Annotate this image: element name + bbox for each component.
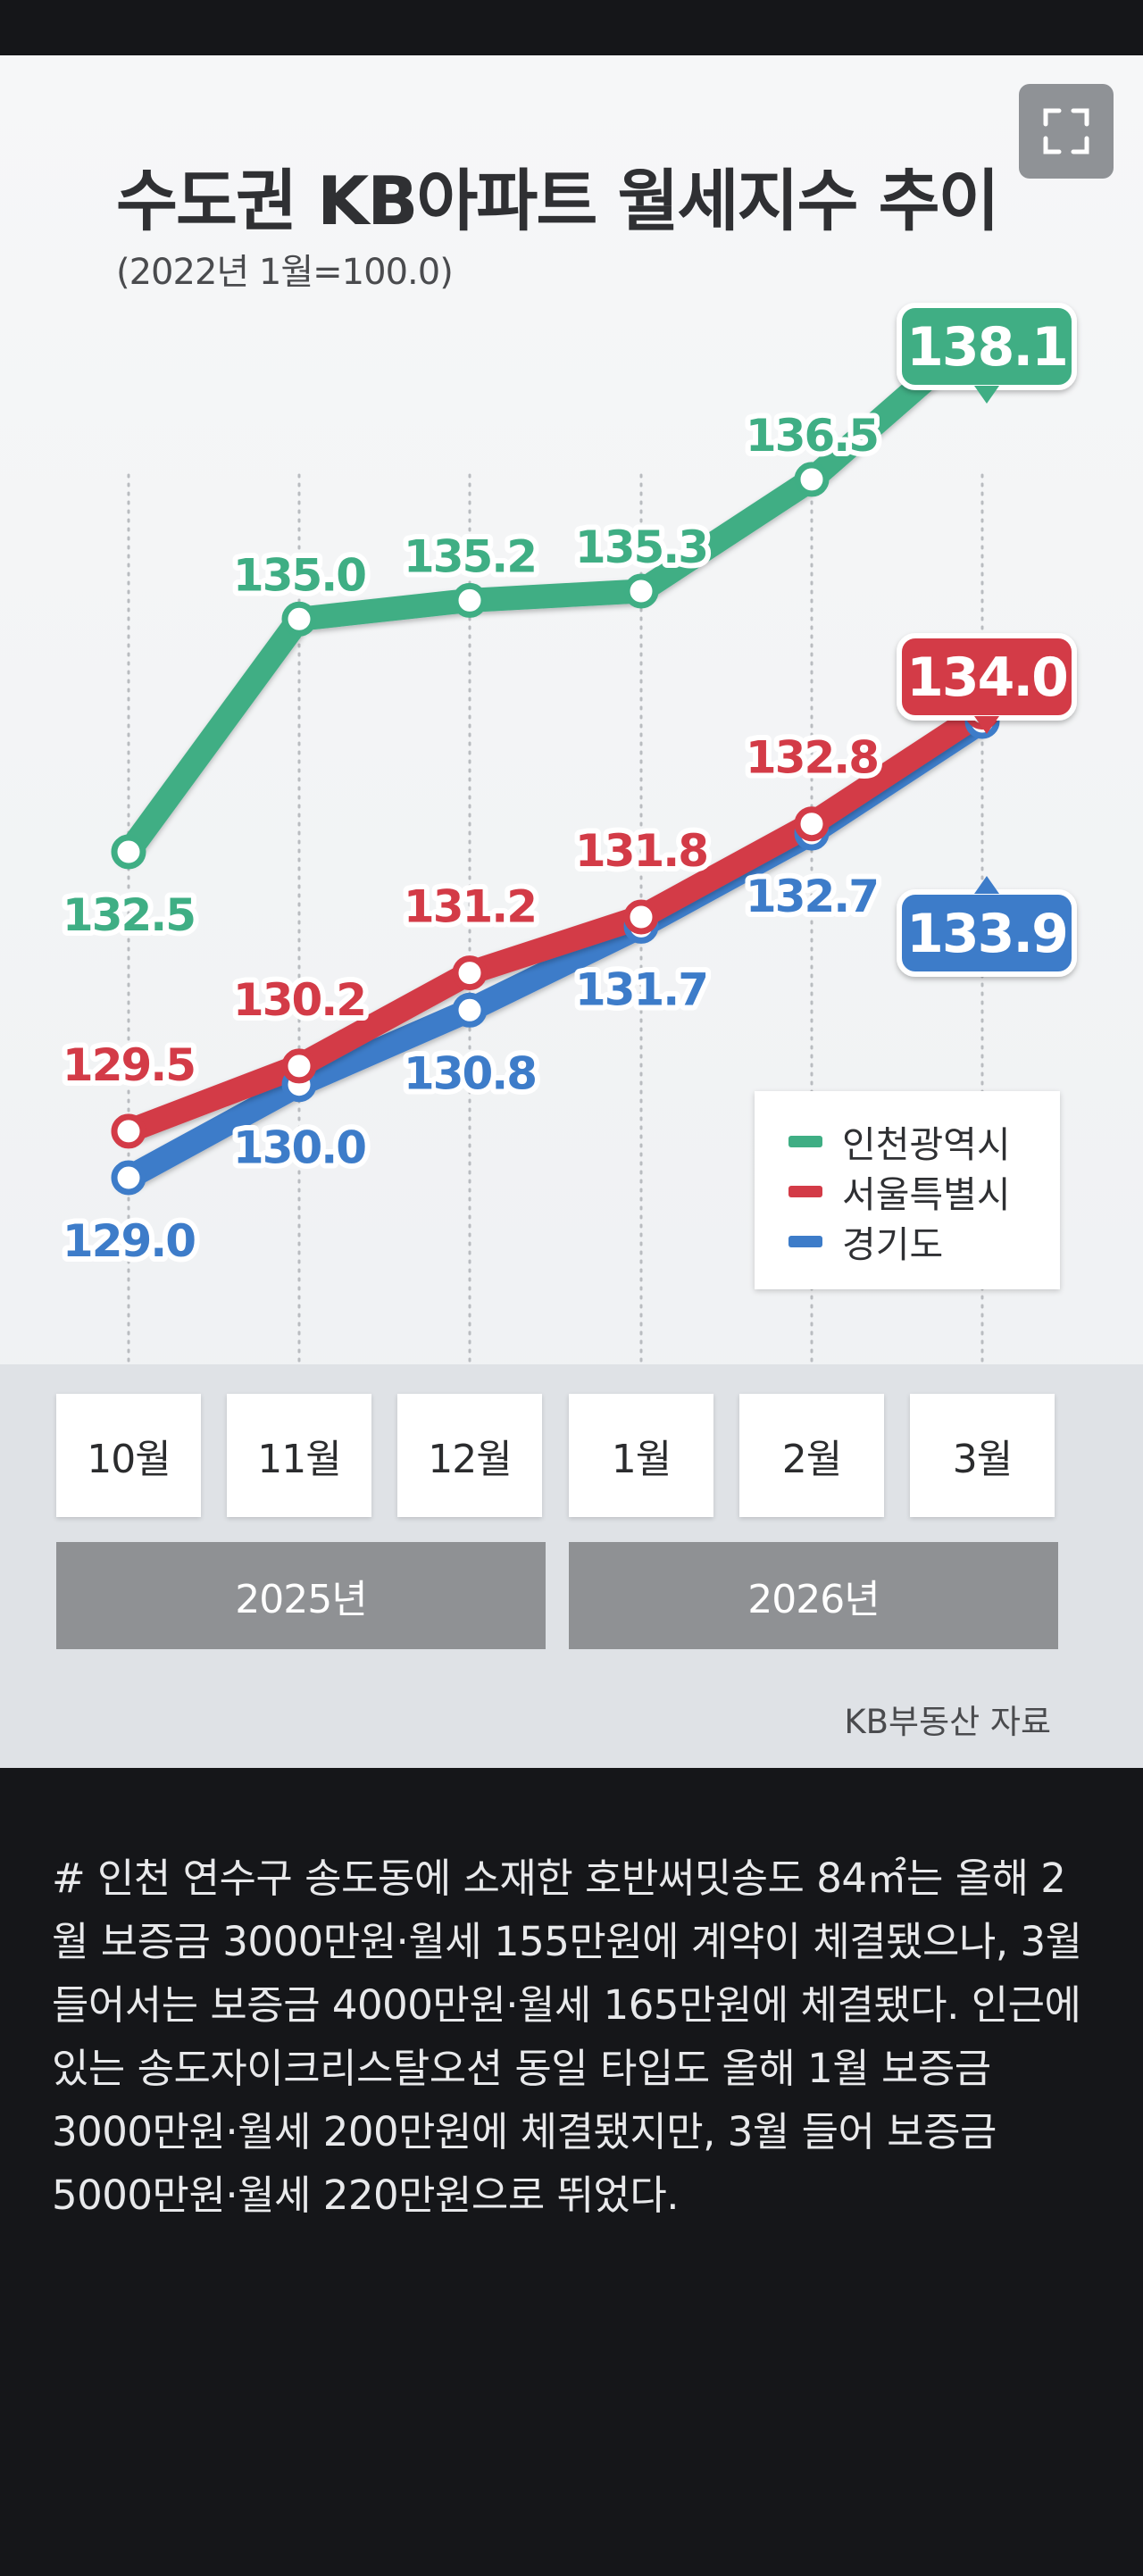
- legend-item-incheon: 인천광역시: [788, 1114, 1011, 1168]
- data-label: 129.0: [63, 1215, 195, 1267]
- x-tick-label: 3월: [910, 1394, 1055, 1517]
- data-label: 130.2: [233, 974, 365, 1026]
- data-point: [111, 834, 146, 870]
- data-point: [452, 992, 488, 1028]
- callout-value: 134.0: [906, 646, 1067, 709]
- x-tick-label: 10월: [56, 1394, 201, 1517]
- end-value-callout: 134.0: [897, 633, 1077, 734]
- callout-pointer: [974, 386, 999, 404]
- data-label: 136.5: [746, 410, 878, 462]
- source-note: KB부동산 자료: [844, 1703, 1051, 1741]
- x-tick-label: 11월: [227, 1394, 371, 1517]
- data-label: 132.5: [63, 889, 195, 941]
- data-point: [452, 582, 488, 618]
- article-paragraph: # 인천 연수구 송도동에 소재한 호반써밋송도 84㎡는 올해 2월 보증금 …: [52, 1855, 1082, 2219]
- data-point: [452, 955, 488, 991]
- expand-icon: [1043, 108, 1089, 154]
- data-point: [623, 573, 659, 609]
- data-point: [623, 899, 659, 935]
- legend-label-gyeonggi: 경기도: [842, 1223, 944, 1266]
- data-point: [281, 601, 317, 637]
- data-label: 129.5: [63, 1039, 195, 1091]
- data-label: 135.2: [404, 530, 536, 582]
- data-point: [111, 1160, 146, 1196]
- end-value-callout: 138.1: [897, 303, 1077, 404]
- legend-swatch-incheon: [788, 1135, 822, 1147]
- data-label: 135.0: [233, 549, 365, 601]
- x-tick-label: 12월: [397, 1394, 542, 1517]
- legend-item-gyeonggi: 경기도: [788, 1214, 943, 1268]
- x-tick-label: 2월: [739, 1394, 884, 1517]
- data-label: 130.0: [233, 1122, 365, 1174]
- data-label: 135.3: [575, 521, 707, 573]
- expand-button[interactable]: [1019, 84, 1114, 179]
- legend-label-seoul: 서울특별시: [842, 1173, 1011, 1216]
- data-label: 131.2: [404, 881, 536, 933]
- chart-legend: 인천광역시 서울특별시 경기도: [755, 1091, 1060, 1289]
- data-point: [281, 1048, 317, 1084]
- data-label: 131.7: [575, 963, 707, 1015]
- data-label: 132.7: [746, 871, 878, 922]
- legend-label-incheon: 인천광역시: [842, 1123, 1011, 1166]
- data-label: 130.8: [404, 1047, 536, 1099]
- series-line: [116, 318, 995, 864]
- chart-title: 수도권 KB아파트 월세지수 추이: [116, 162, 1000, 240]
- year-label-2025: 2025년: [56, 1542, 546, 1649]
- line-chart: 132.5 135.0 135.2 135.3 136.5 129.5 130.2 131.2…: [57, 303, 1077, 1370]
- callout-value: 133.9: [906, 903, 1067, 965]
- chart-subtitle: (2022년 1월=100.0): [116, 252, 454, 293]
- callout-value: 138.1: [906, 316, 1067, 379]
- data-point: [794, 806, 830, 842]
- data-label: 132.8: [746, 732, 878, 784]
- data-point: [111, 1113, 146, 1149]
- series-line: [116, 700, 995, 1144]
- year-label-2026: 2026년: [569, 1542, 1058, 1649]
- legend-swatch-gyeonggi: [788, 1235, 822, 1247]
- callout-pointer: [974, 716, 999, 734]
- callout-pointer: [974, 876, 999, 894]
- data-label: 131.8: [575, 825, 707, 877]
- legend-swatch-seoul: [788, 1185, 822, 1197]
- x-tick-label: 1월: [569, 1394, 713, 1517]
- data-point: [794, 462, 830, 497]
- end-value-callout: 133.9: [897, 876, 1077, 977]
- legend-item-seoul: 서울특별시: [788, 1164, 1011, 1218]
- top-bar: [0, 0, 1143, 55]
- chart-card: 수도권 KB아파트 월세지수 추이 (2022년 1월=100.0) 132.5…: [0, 55, 1143, 1768]
